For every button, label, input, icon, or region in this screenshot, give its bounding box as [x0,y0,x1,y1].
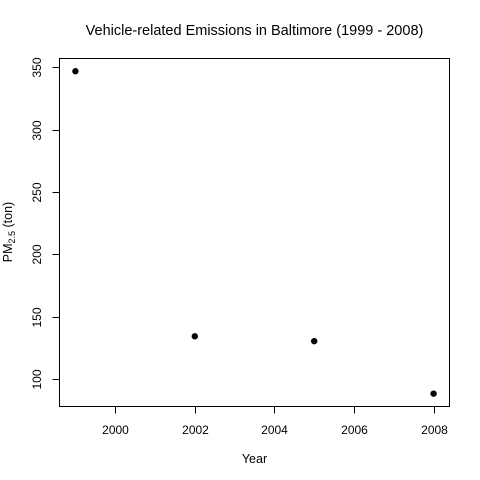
y-axis-title: PM2.5 (ton) [1,202,17,262]
data-point [310,337,318,345]
y-tick-label: 100 [30,369,44,389]
x-tick-label: 2000 [102,423,129,437]
chart-title: Vehicle-related Emissions in Baltimore (… [86,23,424,39]
y-tick-label: 300 [30,120,44,140]
data-point [430,390,437,397]
x-tick-label: 2008 [421,423,448,437]
data-points [72,68,437,397]
y-tick-label: 150 [30,307,44,327]
x-tick-label: 2004 [261,423,288,437]
x-tick-label: 2002 [182,423,209,437]
y-tick-label: 250 [30,182,44,202]
y-axis-title-base: PM [1,243,15,262]
x-axis-title: Year [242,452,267,466]
x-axis: 2000 2002 2004 2006 2008 [102,406,448,437]
y-tick-label: 200 [30,244,44,264]
data-point [191,333,199,340]
plot-frame [59,58,450,407]
data-point [72,68,79,75]
x-tick-label: 2006 [341,423,368,437]
y-tick-label: 350 [30,57,44,77]
y-axis-title-suffix: (ton) [1,202,15,231]
y-axis: 100 150 200 250 300 350 [30,57,60,390]
y-axis-title-subscript: 2.5 [7,231,17,244]
